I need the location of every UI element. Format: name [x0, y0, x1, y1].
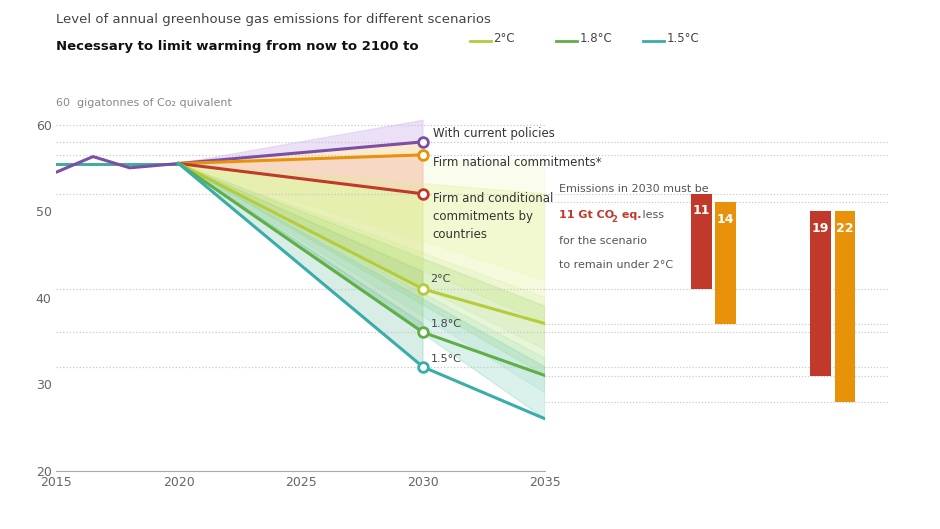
Text: 19: 19	[812, 222, 829, 235]
Text: for the scenario: for the scenario	[559, 236, 648, 247]
Text: 11: 11	[693, 204, 710, 217]
Text: 1.8°C: 1.8°C	[580, 32, 613, 44]
Text: 22: 22	[837, 222, 854, 235]
Polygon shape	[179, 159, 545, 280]
Polygon shape	[179, 163, 423, 332]
Text: 11 Gt CO: 11 Gt CO	[559, 211, 615, 221]
Polygon shape	[179, 163, 545, 350]
Text: 1.5°C: 1.5°C	[431, 354, 462, 364]
Polygon shape	[179, 163, 545, 393]
Polygon shape	[179, 163, 545, 419]
Polygon shape	[179, 155, 423, 194]
Text: 2: 2	[611, 215, 617, 224]
Text: 60  gigatonnes of Co₂ quivalent: 60 gigatonnes of Co₂ quivalent	[56, 98, 232, 108]
Text: 1.5°C: 1.5°C	[666, 32, 699, 44]
Text: 2°C: 2°C	[494, 32, 515, 44]
Polygon shape	[179, 163, 423, 367]
Text: Firm national commitments*: Firm national commitments*	[432, 156, 602, 169]
Text: Necessary to limit warming from now to 2100 to: Necessary to limit warming from now to 2…	[56, 40, 419, 53]
Polygon shape	[179, 163, 423, 289]
Polygon shape	[179, 142, 423, 163]
Polygon shape	[179, 163, 545, 376]
Polygon shape	[179, 120, 423, 163]
Text: Emissions in 2030 must be: Emissions in 2030 must be	[559, 185, 709, 195]
Text: Firm and conditional
commitments by
countries: Firm and conditional commitments by coun…	[432, 192, 553, 241]
Text: With current policies: With current policies	[432, 127, 555, 140]
Text: 14: 14	[717, 213, 734, 226]
Text: to remain under 2°C: to remain under 2°C	[559, 260, 673, 270]
Text: Level of annual greenhouse gas emissions for different scenarios: Level of annual greenhouse gas emissions…	[56, 13, 492, 26]
Text: 2°C: 2°C	[431, 274, 450, 284]
Text: eq.: eq.	[618, 211, 641, 221]
Text: less: less	[639, 211, 665, 221]
Text: 1.8°C: 1.8°C	[431, 319, 462, 329]
Polygon shape	[179, 163, 545, 324]
